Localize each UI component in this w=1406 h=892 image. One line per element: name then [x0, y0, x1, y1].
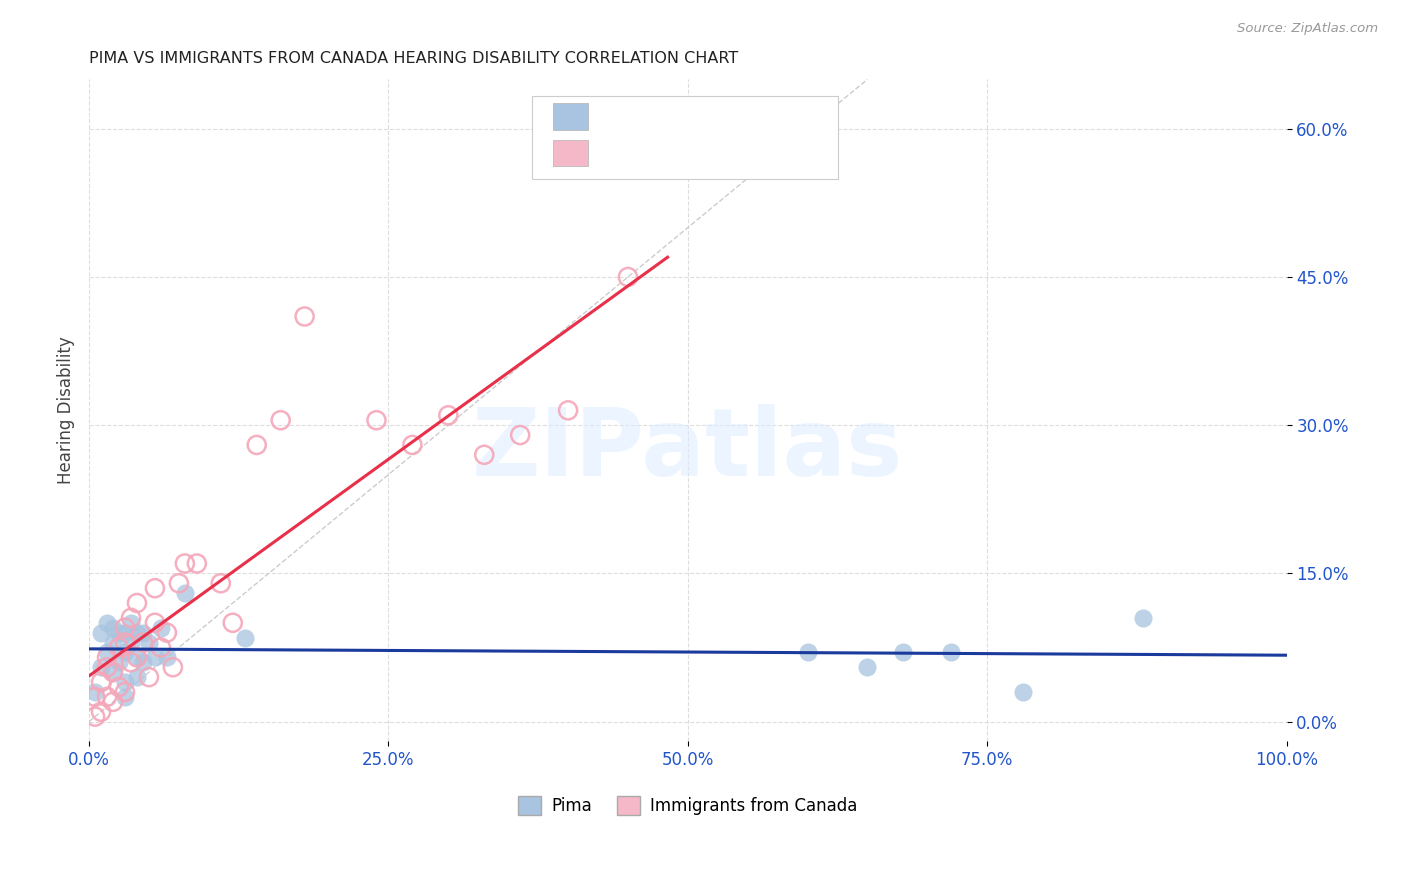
Point: [90, 660, 112, 674]
Point: [120, 655, 142, 669]
Point: [138, 635, 160, 649]
Point: [173, 586, 195, 600]
Text: Source: ZipAtlas.com: Source: ZipAtlas.com: [1237, 22, 1378, 36]
Point: [114, 621, 136, 635]
Point: [125, 670, 148, 684]
Point: [796, 645, 818, 659]
Point: [96, 615, 118, 630]
Point: [114, 675, 136, 690]
Point: [173, 557, 195, 571]
Point: [509, 428, 531, 442]
Point: [125, 596, 148, 610]
Point: [84, 690, 107, 704]
Point: [1012, 685, 1035, 699]
Point: [366, 413, 388, 427]
FancyBboxPatch shape: [553, 103, 589, 129]
Point: [149, 640, 172, 655]
Point: [472, 448, 495, 462]
Point: [108, 625, 131, 640]
Point: [138, 670, 160, 684]
Point: [617, 269, 640, 284]
Point: [114, 635, 136, 649]
Point: [437, 409, 460, 423]
Point: [101, 665, 124, 680]
Point: [401, 438, 423, 452]
Point: [101, 665, 124, 680]
Point: [101, 621, 124, 635]
Point: [143, 615, 166, 630]
Point: [294, 310, 316, 324]
Point: [96, 660, 118, 674]
Point: [96, 645, 118, 659]
Point: [108, 655, 131, 669]
Text: R = -0.125   N = 29: R = -0.125 N = 29: [598, 107, 761, 126]
Point: [125, 650, 148, 665]
Point: [149, 621, 172, 635]
Point: [120, 635, 142, 649]
Point: [557, 403, 579, 417]
Point: [233, 631, 256, 645]
Point: [856, 660, 879, 674]
Point: [132, 625, 155, 640]
Text: ZIPatlas: ZIPatlas: [472, 404, 904, 496]
Point: [125, 625, 148, 640]
Point: [209, 576, 232, 591]
Point: [108, 640, 131, 655]
Point: [893, 645, 915, 659]
Point: [125, 650, 148, 665]
Text: PIMA VS IMMIGRANTS FROM CANADA HEARING DISABILITY CORRELATION CHART: PIMA VS IMMIGRANTS FROM CANADA HEARING D…: [89, 51, 738, 66]
Point: [270, 413, 292, 427]
Point: [222, 615, 245, 630]
Point: [96, 690, 118, 704]
Point: [156, 625, 179, 640]
Point: [186, 557, 208, 571]
Point: [101, 695, 124, 709]
Point: [162, 660, 184, 674]
Point: [120, 615, 142, 630]
Y-axis label: Hearing Disability: Hearing Disability: [58, 336, 75, 484]
Text: R =  0.792   N = 40: R = 0.792 N = 40: [598, 144, 761, 162]
Point: [90, 625, 112, 640]
Point: [114, 685, 136, 699]
Point: [143, 581, 166, 595]
Point: [114, 625, 136, 640]
Point: [246, 438, 269, 452]
Point: [114, 645, 136, 659]
Point: [132, 655, 155, 669]
Point: [84, 709, 107, 723]
Point: [167, 576, 190, 591]
Point: [941, 645, 963, 659]
Point: [114, 690, 136, 704]
Point: [90, 675, 112, 690]
Point: [84, 685, 107, 699]
Point: [96, 650, 118, 665]
Point: [120, 611, 142, 625]
Point: [1132, 611, 1154, 625]
FancyBboxPatch shape: [531, 96, 838, 178]
Point: [90, 705, 112, 719]
Point: [156, 650, 179, 665]
FancyBboxPatch shape: [553, 140, 589, 166]
Point: [143, 650, 166, 665]
Point: [101, 635, 124, 649]
Point: [132, 635, 155, 649]
Point: [108, 680, 131, 694]
Legend: Pima, Immigrants from Canada: Pima, Immigrants from Canada: [512, 789, 865, 822]
